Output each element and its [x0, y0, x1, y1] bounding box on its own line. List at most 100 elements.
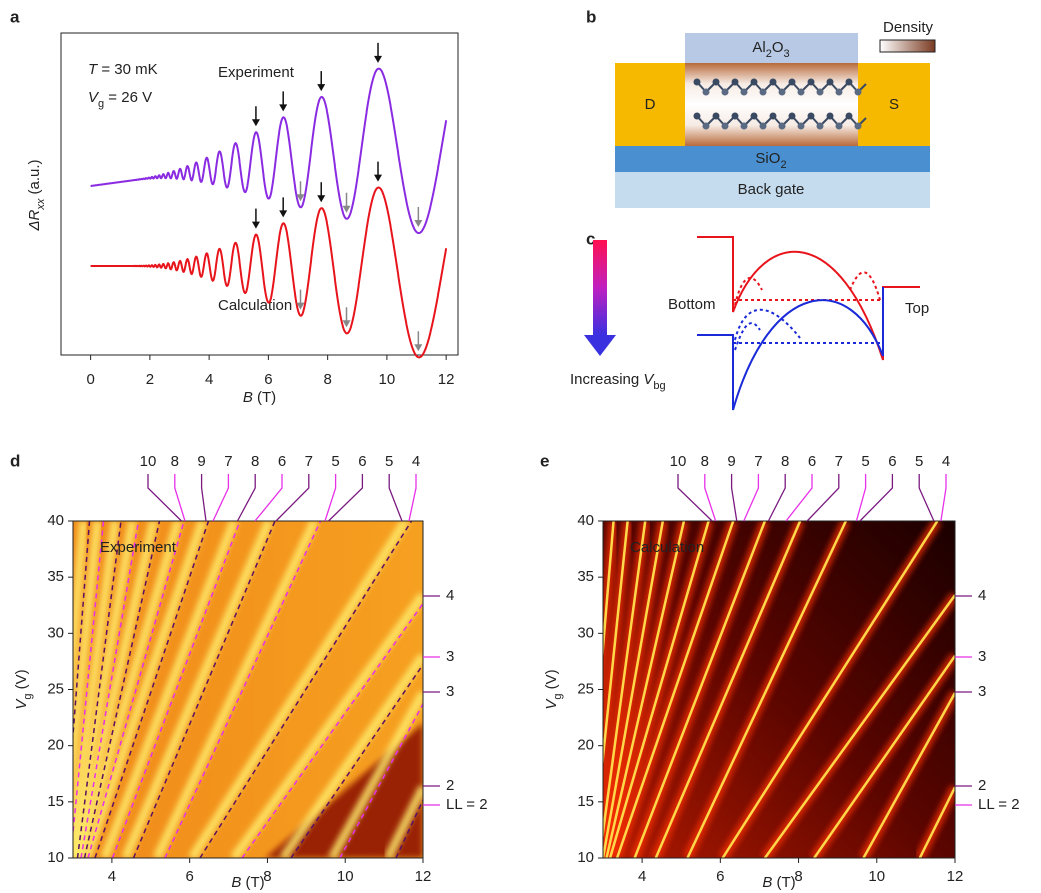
bottom-label: Bottom — [668, 296, 716, 313]
leader-line — [704, 474, 717, 522]
top-label: 7 — [224, 453, 232, 470]
substrate-label-part: SiO — [755, 150, 780, 167]
oxide-label: Al2O3 — [752, 39, 789, 60]
atom — [740, 88, 748, 96]
arrow-head — [279, 104, 288, 112]
x-axis-label-part: B — [231, 874, 241, 891]
top-label: 9 — [727, 453, 735, 470]
y-axis-label-part: xx — [35, 198, 47, 211]
heatmap — [603, 521, 955, 858]
atom — [807, 78, 815, 86]
right-label: 3 — [446, 648, 454, 665]
guide-line — [199, 521, 413, 858]
x-tick-label: 6 — [185, 868, 193, 885]
arrow-head — [342, 205, 351, 213]
y-axis-label-part: (V) — [13, 669, 30, 693]
leader-line — [275, 474, 310, 522]
band — [73, 521, 120, 858]
y-tick-label: 10 — [577, 849, 594, 866]
substrate-label: SiO2 — [755, 150, 786, 171]
y-tick-label: 30 — [577, 624, 594, 641]
band — [279, 653, 423, 858]
ridge — [603, 521, 629, 769]
atom — [759, 122, 767, 130]
y-axis-label-part: (a.u.) — [26, 159, 43, 198]
atom — [778, 122, 786, 130]
atom — [816, 88, 824, 96]
band — [152, 521, 319, 858]
top-label: 5 — [915, 453, 923, 470]
atom — [769, 112, 777, 120]
x-axis-label-part: (T) — [253, 389, 276, 406]
legend-label: Calculation — [218, 297, 292, 314]
leader-line — [388, 474, 403, 522]
leader-line — [677, 474, 713, 522]
arrow-head — [374, 55, 383, 63]
annotation-part: = 30 mK — [97, 61, 157, 78]
y-tick-label: 35 — [577, 568, 594, 585]
panel-label: a — [10, 7, 20, 26]
band — [82, 521, 207, 858]
top-label: 10 — [140, 453, 157, 470]
x-tick-label: 8 — [263, 868, 271, 885]
guide-line — [164, 521, 322, 858]
top-label: 7 — [835, 453, 843, 470]
arrow-head — [414, 344, 423, 352]
top-label: 5 — [385, 453, 393, 470]
calculation-curve — [90, 186, 448, 359]
atom — [797, 88, 805, 96]
y-axis-label-part: g — [552, 694, 564, 700]
top-label: Top — [905, 300, 929, 317]
y-axis-label: Vg (V) — [13, 669, 34, 709]
right-label: 2 — [446, 777, 454, 794]
y-axis-label-part: V — [543, 698, 560, 710]
ridge — [763, 594, 955, 858]
x-axis-label: B (T) — [762, 874, 795, 891]
oxide-label-part: Al — [752, 39, 765, 56]
top-label: 8 — [701, 453, 709, 470]
atom — [826, 112, 834, 120]
oxide-label-part: O — [772, 39, 784, 56]
ridge — [605, 521, 686, 858]
ridge — [615, 521, 735, 858]
y-axis-label-part: V — [13, 698, 30, 710]
leader-line — [328, 474, 364, 522]
atom — [750, 78, 758, 86]
atom — [845, 78, 853, 86]
atom — [750, 112, 758, 120]
top-label: 10 — [670, 453, 687, 470]
y-tick-label: 25 — [47, 680, 64, 697]
density-label: Density — [883, 19, 934, 36]
source-label: S — [889, 96, 899, 113]
x-tick-label: 8 — [794, 868, 802, 885]
source — [858, 63, 930, 146]
x-axis-label-part: (T) — [772, 874, 795, 891]
back-gate — [615, 172, 930, 208]
top-label: 8 — [171, 453, 179, 470]
right-label: 3 — [978, 648, 986, 665]
atom — [826, 78, 834, 86]
ridge — [654, 521, 802, 858]
atom — [854, 88, 862, 96]
ridge — [686, 521, 848, 858]
oxide-label-part: 2 — [766, 48, 772, 60]
atom — [788, 78, 796, 86]
experiment-curve — [90, 67, 448, 234]
substrate — [615, 146, 930, 172]
drain-label: D — [645, 96, 656, 113]
atom — [778, 88, 786, 96]
y-tick-label: 20 — [577, 737, 594, 754]
atom — [788, 112, 796, 120]
x-tick-label: 4 — [638, 868, 646, 885]
x-tick-label: 12 — [947, 868, 964, 885]
top-label: 6 — [278, 453, 286, 470]
arrow-head — [251, 119, 260, 127]
y-axis-label: ΔRxx (a.u.) — [26, 159, 47, 231]
wave-high — [733, 271, 883, 306]
atom — [731, 78, 739, 86]
heatmap — [73, 521, 423, 858]
annotation-part: T — [88, 61, 99, 78]
y-tick-label: 25 — [577, 680, 594, 697]
right-label: LL = 2 — [978, 796, 1020, 813]
